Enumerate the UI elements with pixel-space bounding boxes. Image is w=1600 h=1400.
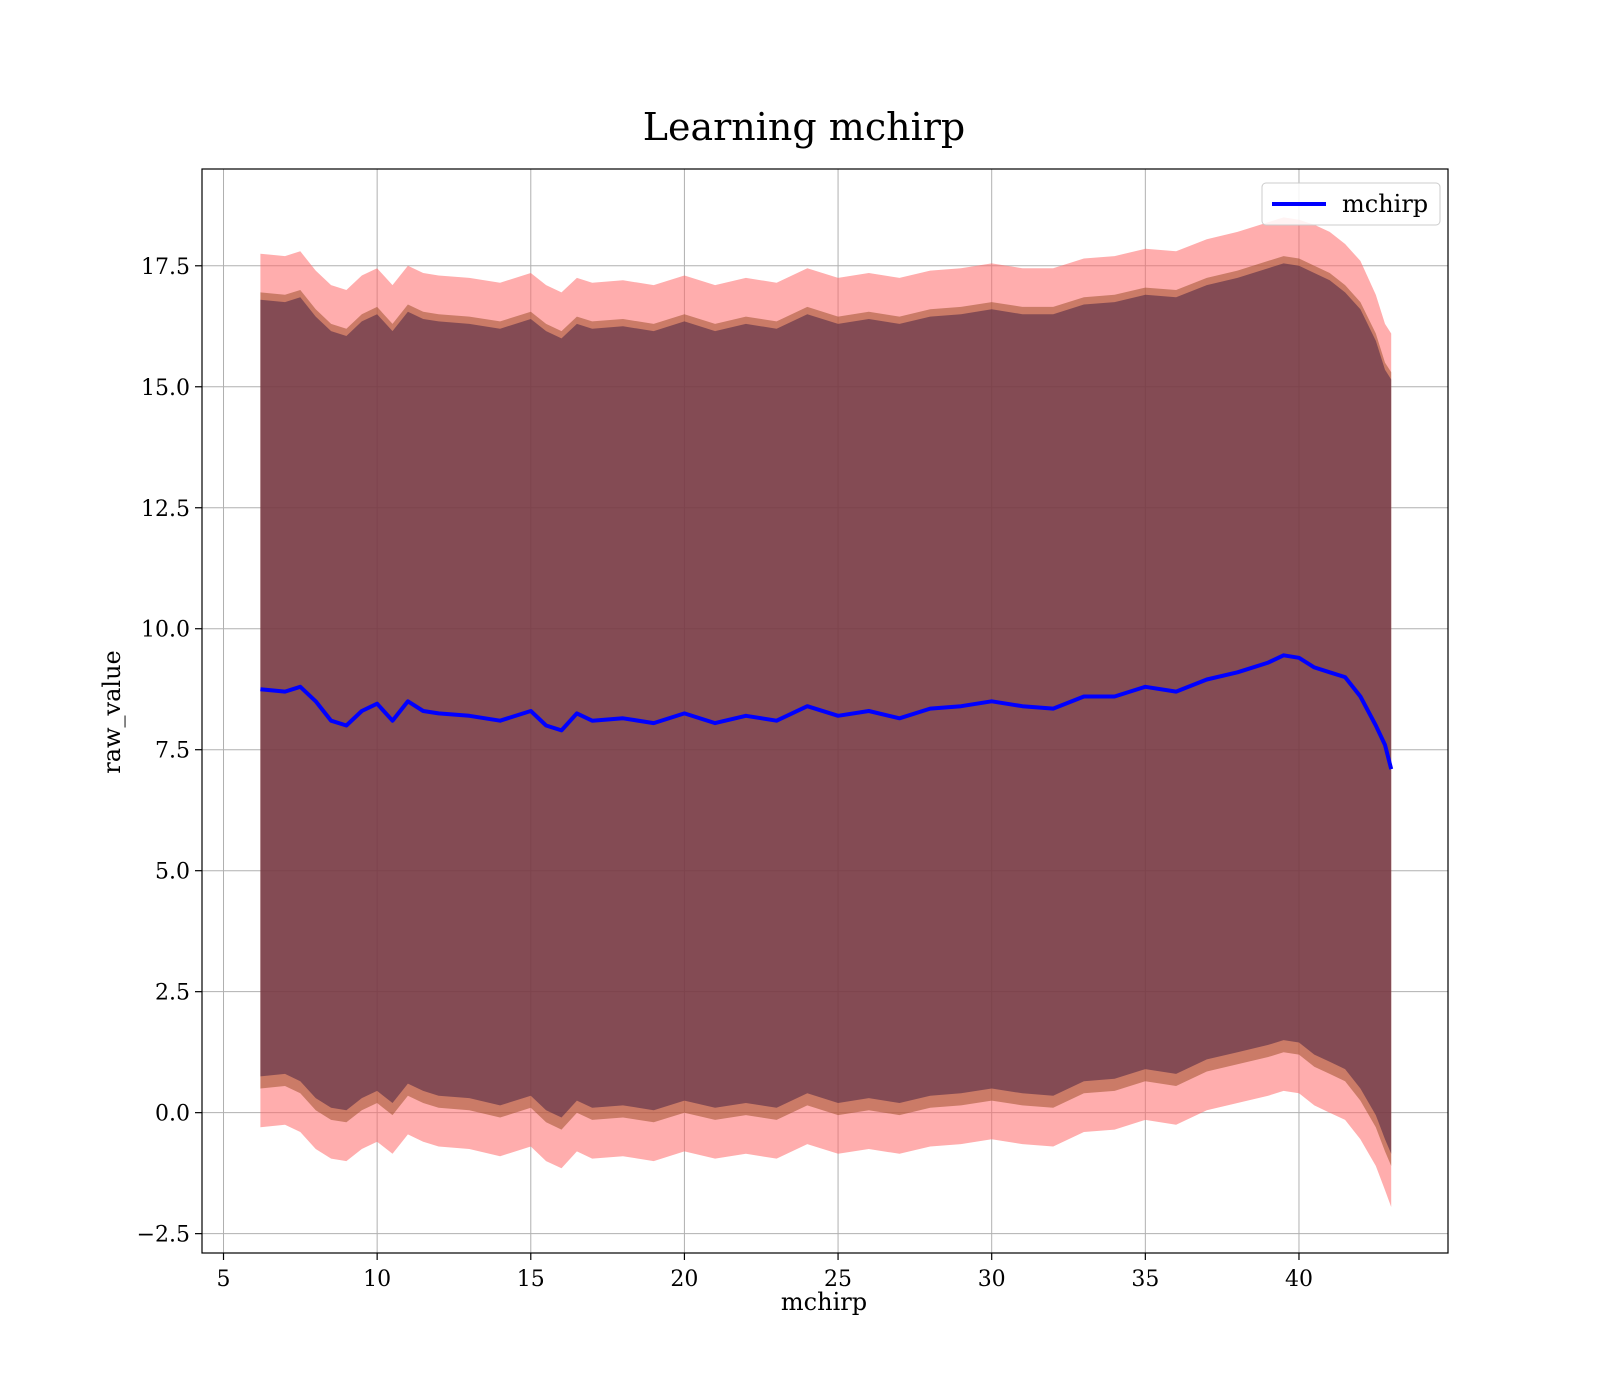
y-tick-label: 15.0 (141, 376, 190, 401)
chart-title: Learning mchirp (643, 105, 965, 149)
x-tick-label: 30 (978, 1267, 1006, 1292)
legend-box (1261, 182, 1441, 226)
x-tick-label: 10 (363, 1267, 391, 1292)
legend-label: mchirp (1342, 190, 1428, 218)
y-tick-label: 5.0 (155, 860, 190, 885)
y-tick-label: −2.5 (137, 1223, 190, 1248)
y-tick-label: 7.5 (155, 739, 190, 764)
y-tick-label: 12.5 (141, 497, 190, 522)
legend: mchirp (1261, 182, 1441, 226)
x-tick-label: 40 (1285, 1267, 1313, 1292)
y-axis-ticks: −2.5 0.0 2.5 5.0 7.5 10.0 12.5 15.0 17.5 (137, 255, 202, 1248)
plot-area (202, 169, 1448, 1253)
x-tick-label: 35 (1131, 1267, 1159, 1292)
y-tick-label: 0.0 (155, 1102, 190, 1127)
x-tick-label: 20 (670, 1267, 698, 1292)
x-axis-label: mchirp (781, 1288, 867, 1316)
x-tick-label: 15 (517, 1267, 545, 1292)
x-axis-ticks: 5 10 15 20 25 30 35 40 (217, 1253, 1313, 1292)
y-tick-label: 17.5 (141, 255, 190, 280)
series-lines (260, 653, 1394, 770)
series-line-mchirp (260, 653, 1394, 770)
plot-frame (201, 168, 1449, 1254)
y-axis-label: raw_value (98, 650, 126, 774)
y-tick-label: 2.5 (155, 981, 190, 1006)
y-tick-label: 10.0 (141, 618, 190, 643)
x-tick-label: 25 (824, 1267, 852, 1292)
x-tick-label: 5 (217, 1267, 231, 1292)
inner-band (260, 263, 1392, 1154)
